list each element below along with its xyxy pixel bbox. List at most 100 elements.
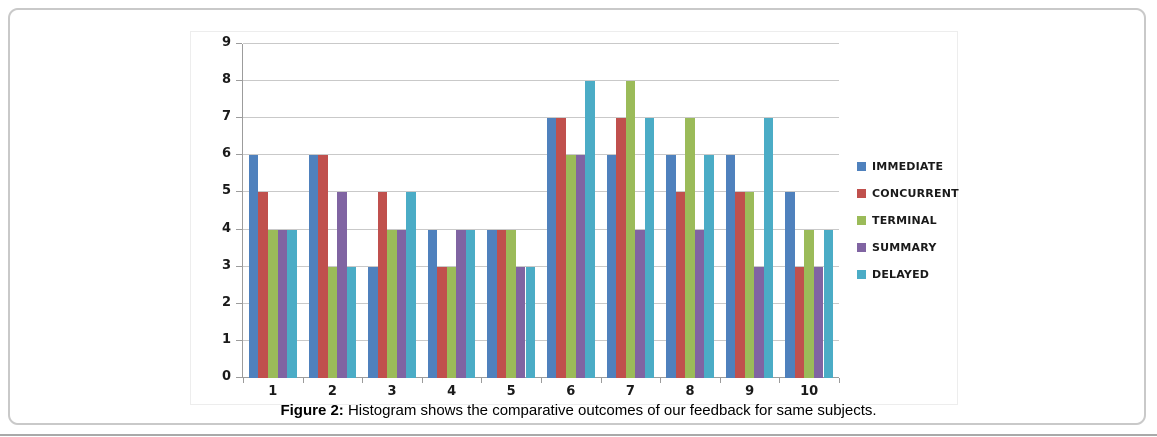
legend-label-terminal: TERMINAL [872,214,937,227]
bar-summary-1 [277,229,288,378]
x-axis-label-2: 2 [327,384,337,399]
bar-concurrent-5 [496,229,507,378]
bar-delayed-6 [585,81,595,378]
x-axis-label-3: 3 [387,384,397,399]
bar-immediate-3 [368,266,378,378]
y-tick-6 [236,154,242,156]
legend-item-summary: SUMMARY [857,241,959,254]
x-axis-label-1: 1 [268,384,278,399]
bar-summary-6 [575,155,586,378]
y-tick-1 [236,339,242,341]
bar-summary-10 [813,266,824,378]
bar-delayed-2 [346,266,357,378]
bar-terminal-4 [446,266,457,378]
legend-label-summary: SUMMARY [872,241,937,254]
x-tick-4 [481,378,483,383]
y-tick-3 [236,265,242,267]
y-axis-label-0: 0 [221,369,231,384]
gridline-y-8 [243,80,839,82]
gridline-y-9 [243,43,839,44]
y-tick-5 [236,191,242,193]
gridline-y-4 [243,228,839,230]
gridline-y-3 [243,265,839,267]
legend-swatch-immediate [857,162,866,171]
x-axis-label-8: 8 [685,384,695,399]
y-tick-7 [236,117,242,119]
bar-immediate-2 [308,155,319,378]
bar-summary-8 [694,229,705,378]
y-tick-8 [236,80,242,82]
legend-label-immediate: IMMEDIATE [872,160,944,173]
bottom-divider [0,434,1157,436]
bar-immediate-4 [427,229,438,378]
x-axis-label-9: 9 [745,384,755,399]
bar-summary-9 [754,266,764,378]
y-axis-label-8: 8 [221,72,231,88]
y-axis-label-5: 5 [221,183,231,199]
y-tick-2 [236,302,242,304]
bar-summary-5 [515,266,526,378]
bar-immediate-6 [546,118,557,378]
bar-delayed-5 [525,266,536,378]
legend-item-delayed: DELAYED [857,268,959,281]
bar-terminal-8 [685,118,695,378]
legend-item-terminal: TERMINAL [857,214,959,227]
figure-caption-label: Figure 2: [280,402,344,419]
bar-concurrent-9 [735,192,745,378]
bar-concurrent-1 [258,192,269,378]
bar-terminal-3 [387,229,397,378]
legend-item-concurrent: CONCURRENT [857,187,959,200]
bar-summary-7 [635,229,645,378]
bar-delayed-3 [406,192,416,378]
gridline-y-5 [243,191,839,193]
bar-terminal-9 [744,192,755,378]
bar-concurrent-4 [437,266,447,378]
bar-concurrent-7 [616,118,626,378]
bar-delayed-10 [823,229,834,378]
x-tick-9 [779,378,781,383]
x-axis-line [242,377,839,378]
bar-terminal-6 [566,155,576,378]
bar-delayed-9 [763,118,774,378]
bar-immediate-7 [606,155,617,378]
x-tick-10 [839,378,840,383]
bar-delayed-7 [644,118,655,378]
y-tick-4 [236,228,242,230]
bar-summary-2 [337,192,347,378]
gridline-y-6 [243,154,839,156]
x-tick-8 [719,378,721,383]
legend-swatch-delayed [857,270,866,279]
legend-label-concurrent: CONCURRENT [872,187,959,200]
legend-label-delayed: DELAYED [872,268,930,281]
bar-terminal-10 [804,229,814,378]
bar-immediate-5 [487,229,497,378]
plot-area: 0 1 2 3 4 5 6 7 8 9 1 2 3 4 5 6 7 8 9 10 [222,35,840,399]
gridline-y-1 [243,339,839,341]
figure-caption-text: Histogram shows the comparative outcomes… [347,402,877,419]
y-axis-label-4: 4 [221,220,231,236]
x-axis-label-4: 4 [447,384,457,399]
x-tick-3 [421,378,423,383]
legend-swatch-concurrent [857,189,866,198]
x-tick-0 [243,378,244,383]
x-tick-2 [362,378,364,383]
x-axis-label-7: 7 [625,384,635,399]
chart-object: 0 1 2 3 4 5 6 7 8 9 1 2 3 4 5 6 7 8 9 10 IMMEDIATE CONCURREN… [190,31,959,405]
bar-terminal-5 [506,229,516,378]
x-tick-6 [600,378,602,383]
y-axis-label-3: 3 [221,257,231,273]
y-axis-label-6: 6 [221,146,231,162]
x-axis-label-5: 5 [506,384,516,399]
gridline-y-7 [243,117,839,119]
bar-terminal-7 [625,81,636,378]
gridline-y-2 [243,302,839,304]
y-axis-line [242,44,243,378]
y-axis-label-9: 9 [221,35,231,50]
legend-item-immediate: IMMEDIATE [857,160,959,173]
bar-summary-4 [456,229,466,378]
figure-caption: Figure 2: Histogram shows the comparativ… [0,402,1157,419]
bar-delayed-1 [287,229,297,378]
bar-immediate-9 [725,155,736,378]
bar-immediate-10 [785,192,795,378]
